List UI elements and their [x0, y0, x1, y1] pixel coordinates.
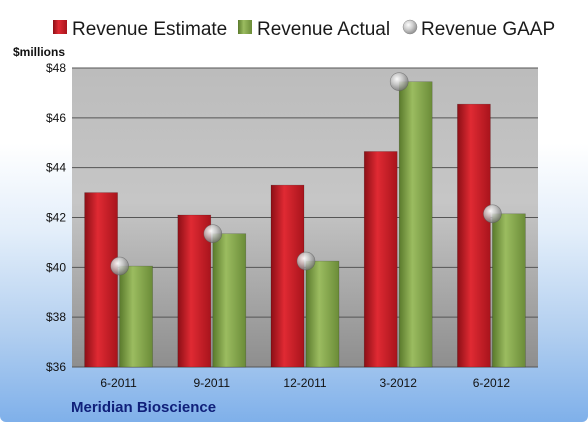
- gaap-marker: [389, 72, 409, 92]
- x-axis-ticks: 6-2011 9-2011 12-2011 3-2012 6-2012: [100, 376, 510, 390]
- x-tick-label: 6-2012: [473, 376, 511, 390]
- x-tick-label: 9-2011: [194, 376, 231, 390]
- y-tick-label: $36: [46, 360, 66, 374]
- bar-revenue-actual: [398, 81, 433, 368]
- y-axis-unit-label: $millions: [13, 45, 65, 59]
- gaap-markers: [110, 72, 502, 276]
- bar-revenue-actual: [212, 233, 247, 368]
- bar-revenue-estimate: [363, 151, 398, 368]
- legend-swatch-estimate: [53, 20, 67, 34]
- company-name: Meridian Bioscience: [71, 399, 216, 416]
- bar-revenue-estimate: [177, 214, 212, 368]
- bar-revenue-estimate: [84, 192, 118, 368]
- y-tick-label: $46: [46, 111, 66, 125]
- bar-revenue-estimate: [457, 103, 491, 368]
- legend-label-actual: Revenue Actual: [257, 19, 390, 40]
- bars: [84, 81, 526, 368]
- x-tick-label: 12-2011: [283, 376, 326, 390]
- gaap-marker: [110, 256, 129, 276]
- gaap-marker: [296, 251, 316, 271]
- legend-item-gaap: Revenue GAAP: [402, 19, 555, 40]
- bar-revenue-actual: [119, 265, 153, 368]
- legend: Revenue Estimate Revenue Actual Revenue …: [53, 19, 555, 40]
- x-tick-label: 6-2011: [100, 376, 137, 390]
- y-tick-label: $44: [46, 161, 66, 175]
- gaap-marker: [203, 224, 223, 243]
- legend-marker-gaap: [402, 19, 418, 35]
- legend-label-gaap: Revenue GAAP: [421, 19, 555, 40]
- legend-swatch-actual: [238, 20, 252, 34]
- bar-revenue-actual: [492, 213, 526, 368]
- y-tick-label: $48: [46, 61, 66, 75]
- bar-revenue-actual: [305, 260, 340, 368]
- y-tick-label: $40: [46, 260, 66, 274]
- y-tick-label: $38: [46, 310, 66, 324]
- y-axis-ticks: $36 $38 $40 $42 $44 $46 $48: [46, 61, 66, 374]
- legend-label-estimate: Revenue Estimate: [72, 19, 227, 40]
- x-tick-label: 3-2012: [380, 376, 418, 390]
- gaap-marker: [483, 204, 502, 224]
- legend-item-actual: Revenue Actual: [238, 19, 390, 40]
- bar-revenue-estimate: [270, 184, 305, 368]
- legend-item-estimate: Revenue Estimate: [53, 19, 227, 40]
- y-tick-label: $42: [46, 211, 66, 225]
